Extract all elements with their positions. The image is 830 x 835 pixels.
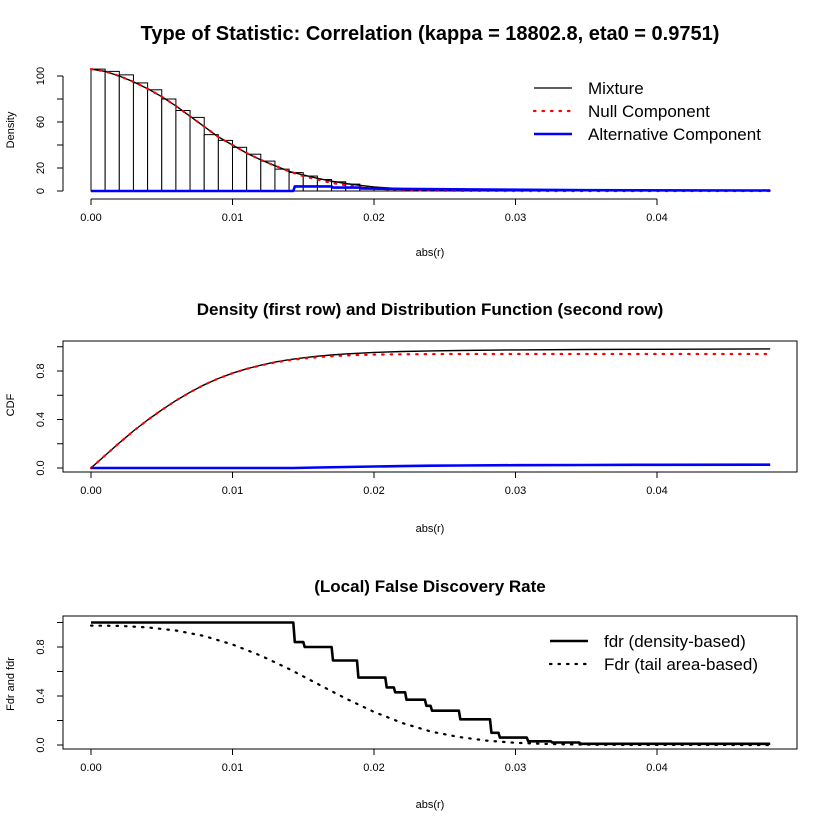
histogram-bar [275,169,289,191]
panel1-legend: Mixture Null Component Alternative Compo… [534,79,761,144]
panel2-xlabel: abs(r) [416,523,445,535]
plot-box [63,341,797,472]
y-tick-label: 0.4 [35,412,47,427]
x-tick-label: 0.01 [222,212,243,224]
y-tick-label: 20 [35,162,47,174]
x-tick-label: 0.04 [646,212,667,224]
x-tick-label: 0.02 [363,485,384,497]
y-tick-label: 0.8 [35,639,47,654]
panel2-series [91,349,770,468]
histogram-bar [218,140,232,191]
legend-label-mixture: Mixture [588,79,644,98]
legend-label-null: Null Component [588,102,710,121]
y-tick-label: 100 [35,67,47,85]
x-tick-label: 0.00 [80,762,101,774]
panel1-xlabel: abs(r) [416,247,445,259]
legend-label-alternative: Alternative Component [588,125,761,144]
histogram-bar [190,117,204,191]
panel1-ylabel: Density [5,111,17,148]
panel2-title: Density (first row) and Distribution Fun… [197,300,664,319]
y-tick-label: 0.8 [35,363,47,378]
y-tick-label: 0.0 [35,737,47,752]
x-tick-label: 0.00 [80,485,101,497]
histogram-bar [91,69,105,191]
panel3-xlabel: abs(r) [416,799,445,811]
legend-label-Fdr: Fdr (tail area-based) [604,655,758,674]
panel1-title: Type of Statistic: Correlation (kappa = … [141,23,720,45]
panel-cdf: Density (first row) and Distribution Fun… [5,300,797,535]
y-tick-label: 60 [35,116,47,128]
histogram-bar [162,99,176,191]
histogram-bar [204,135,218,191]
x-tick-label: 0.02 [363,212,384,224]
series-line [91,349,770,468]
series-line [91,354,770,468]
histogram-bar [133,83,147,191]
y-tick-label: 0.0 [35,460,47,475]
panel3-legend: fdr (density-based) Fdr (tail area-based… [550,632,758,674]
histogram-bar [119,75,133,191]
y-tick-label: 0.4 [35,688,47,703]
panel-histogram: Type of Statistic: Correlation (kappa = … [5,23,770,259]
histogram-bar [105,71,119,191]
legend-label-fdr: fdr (density-based) [604,632,746,651]
x-tick-label: 0.03 [505,212,526,224]
x-tick-label: 0.01 [222,485,243,497]
histogram-bar [148,90,162,191]
y-tick-label: 0 [35,188,47,194]
x-tick-label: 0.03 [505,485,526,497]
x-tick-label: 0.02 [363,762,384,774]
panel3-title: (Local) False Discovery Rate [314,577,545,596]
panel3-ylabel: Fdr and fdr [5,657,17,711]
histogram-bar [233,147,247,191]
x-tick-label: 0.00 [80,212,101,224]
panel2-ylabel: CDF [5,393,17,416]
panel-fdr: (Local) False Discovery Rate 0.00 0.01 0.0… [5,577,797,811]
x-tick-label: 0.01 [222,762,243,774]
x-tick-label: 0.04 [646,485,667,497]
histogram-bar [176,111,190,192]
series-line [91,465,770,468]
x-tick-label: 0.03 [505,762,526,774]
x-tick-label: 0.04 [646,762,667,774]
histogram-bar [247,154,261,191]
